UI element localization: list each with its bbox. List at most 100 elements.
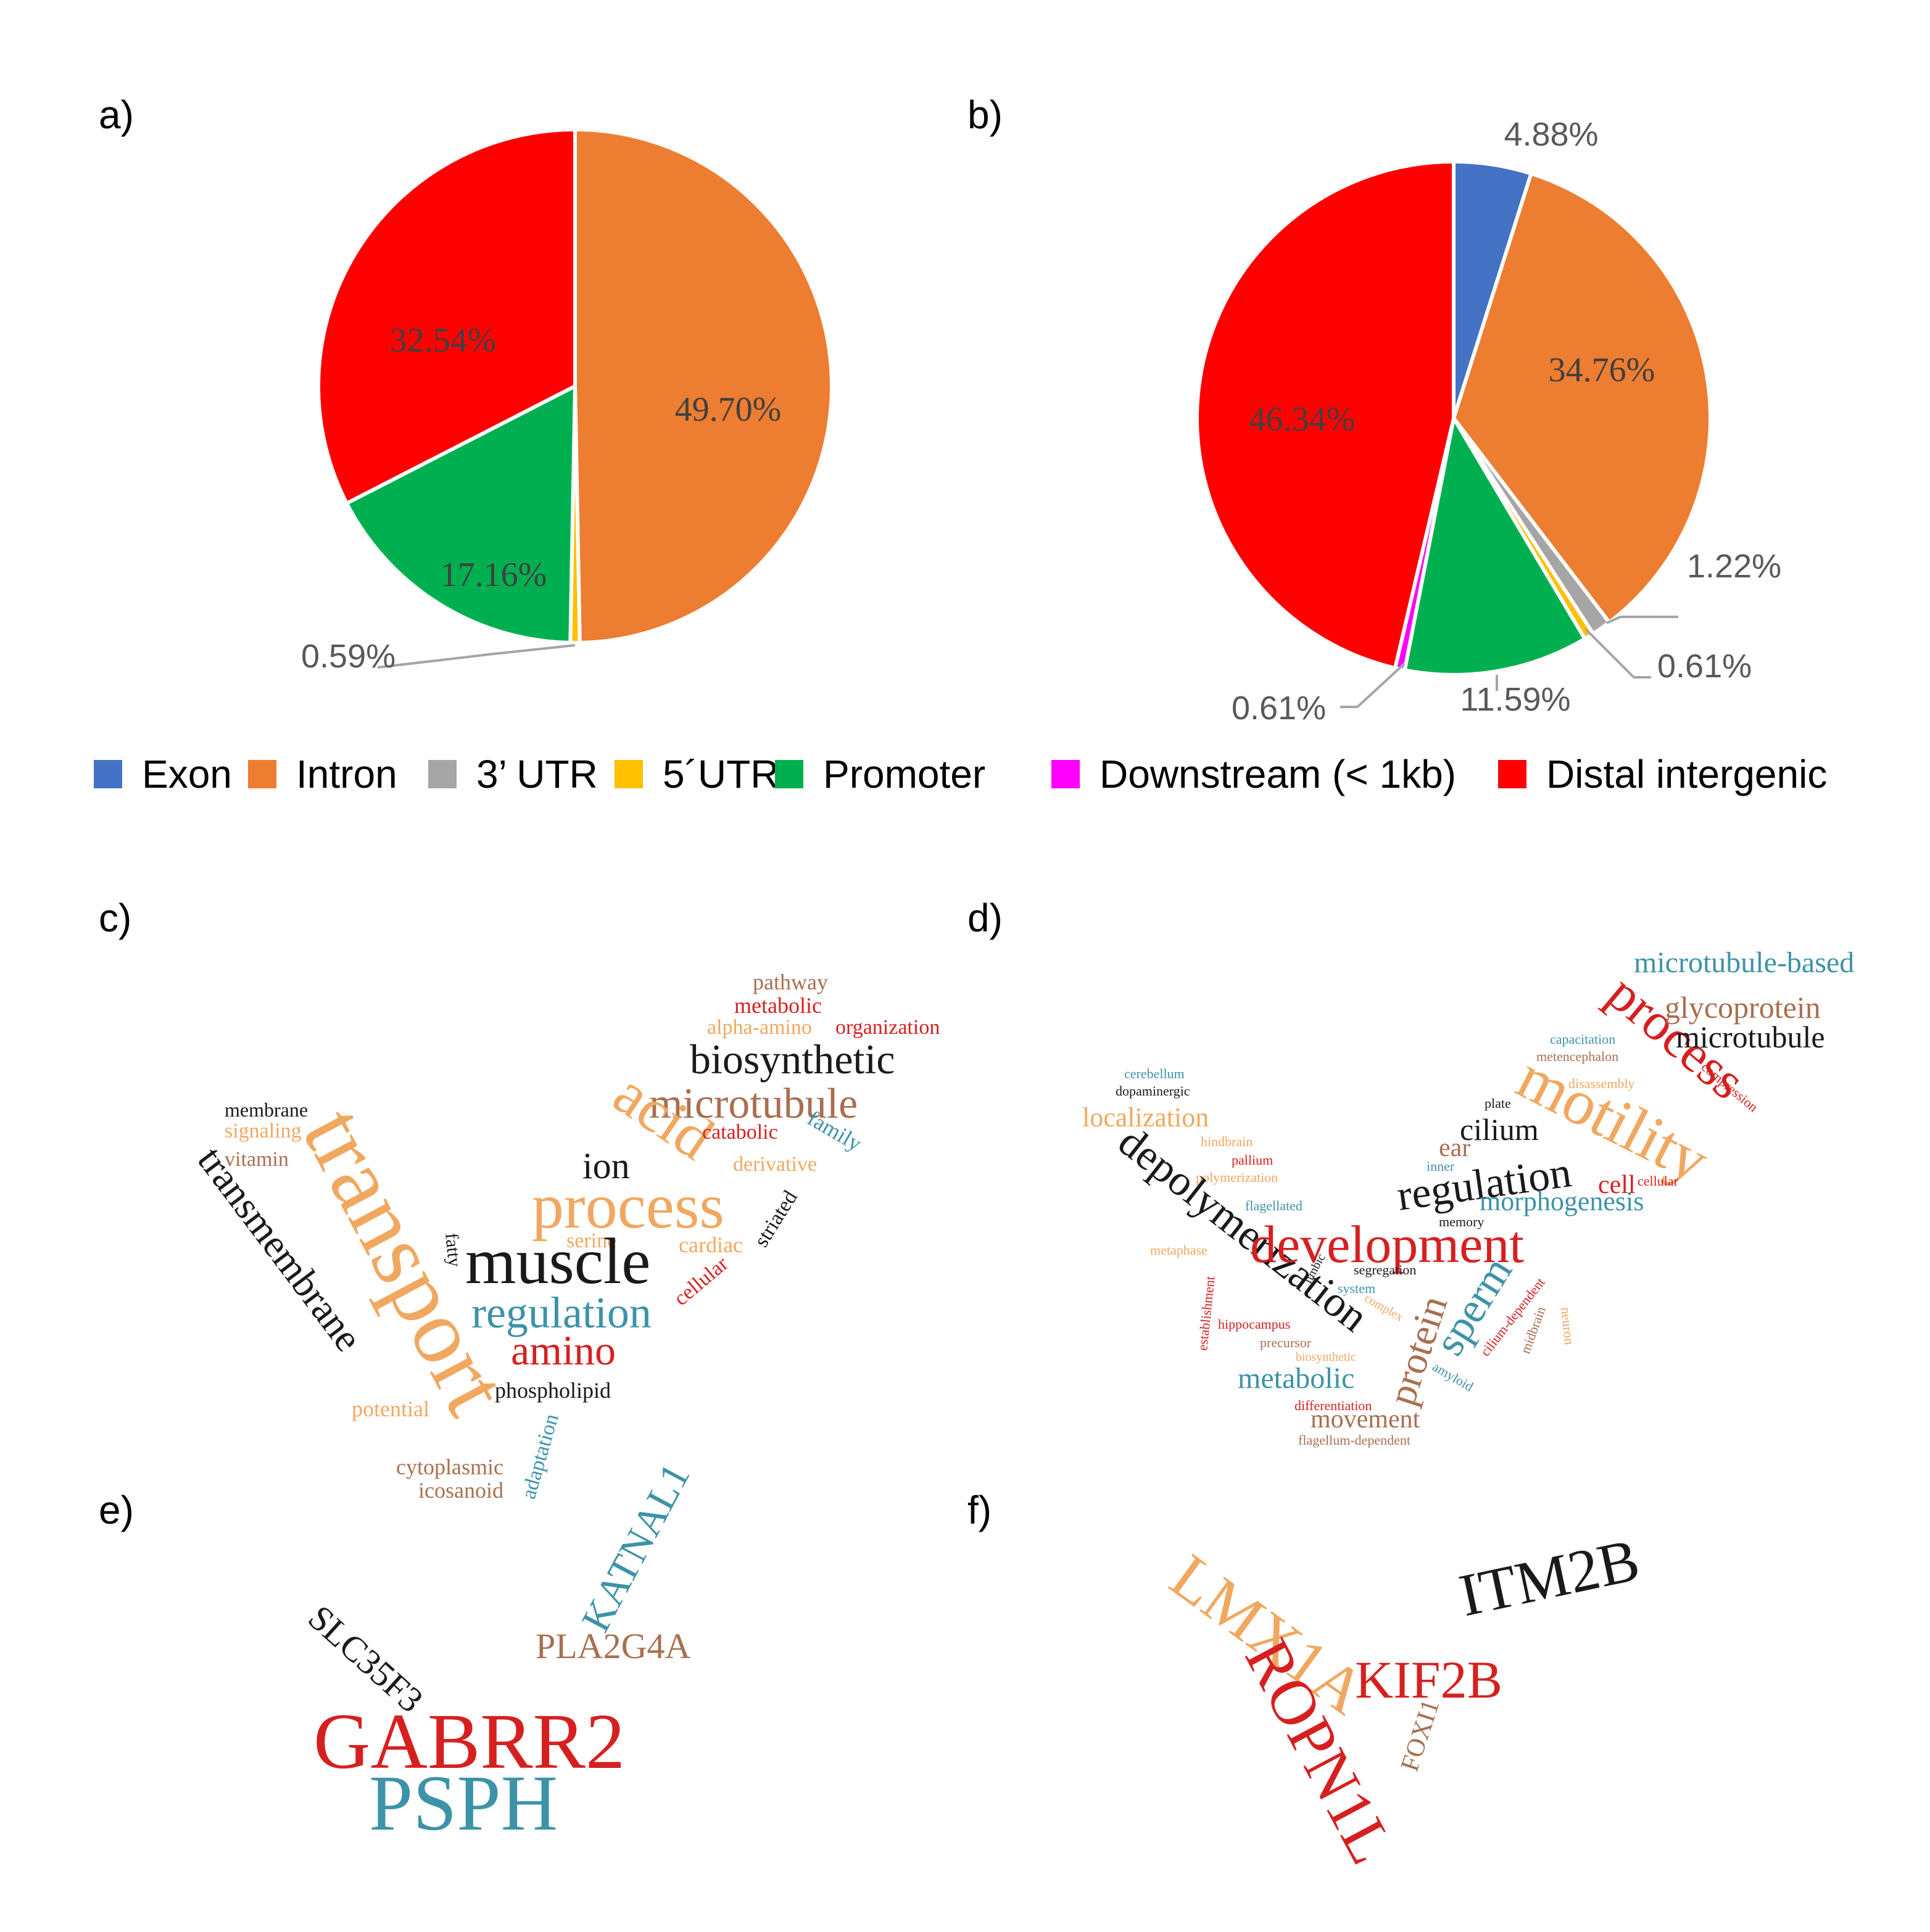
leader-line bbox=[1584, 628, 1651, 679]
wc-word: vitamin bbox=[225, 1148, 289, 1171]
pie-data-label: 0.59% bbox=[301, 638, 396, 675]
wc-word: cilium bbox=[1460, 1112, 1539, 1147]
legend-swatch bbox=[248, 760, 276, 788]
wc-word: flagellated bbox=[1245, 1198, 1303, 1213]
pie-data-label: 4.88% bbox=[1504, 116, 1598, 153]
wc-word: hindbrain bbox=[1201, 1134, 1253, 1149]
legend-label: Distal intergenic bbox=[1546, 752, 1827, 796]
wc-word: catabolic bbox=[702, 1121, 778, 1144]
wc-word: development bbox=[1250, 1215, 1524, 1274]
wc-word: disassembly bbox=[1568, 1076, 1635, 1091]
wc-word: metaphase bbox=[1150, 1242, 1207, 1258]
wc-word: segregation bbox=[1354, 1262, 1416, 1278]
panel-label-d: d) bbox=[967, 896, 1003, 940]
legend-label: Promoter bbox=[823, 752, 985, 796]
panel-label-c: c) bbox=[99, 896, 131, 940]
wc-word: fatty bbox=[441, 1232, 465, 1268]
pie-slice-promoter bbox=[344, 383, 578, 645]
wc-word: system bbox=[1338, 1281, 1375, 1296]
wc-word: polymerization bbox=[1196, 1170, 1278, 1185]
wc-word: metabolic bbox=[734, 993, 822, 1018]
panel-label-b: b) bbox=[967, 93, 1003, 137]
wc-word: muscle bbox=[465, 1225, 650, 1297]
legend-label: Intron bbox=[296, 752, 397, 796]
wc-word: cytoplasmic bbox=[396, 1455, 503, 1479]
legend-swatch bbox=[615, 760, 643, 788]
wc-word: regulation bbox=[471, 1288, 652, 1337]
wc-word: membrane bbox=[225, 1099, 308, 1121]
pie-data-label: 1.22% bbox=[1687, 548, 1781, 585]
panel-label-f: f) bbox=[967, 1488, 992, 1532]
wc-word: capacitation bbox=[1550, 1031, 1615, 1047]
legend-swatch bbox=[1498, 760, 1526, 788]
pie-data-label: 46.34% bbox=[1249, 400, 1356, 439]
legend-label: Downstream (< 1kb) bbox=[1100, 752, 1456, 796]
wc-word: derivative bbox=[733, 1153, 817, 1176]
wc-word: KIF2B bbox=[1355, 1650, 1502, 1709]
legend-label: 3’ UTR bbox=[476, 752, 598, 796]
pie-data-label: 34.76% bbox=[1549, 351, 1655, 389]
wc-word: memory bbox=[1439, 1214, 1484, 1229]
wc-word: phospholipid bbox=[495, 1378, 611, 1403]
wc-word: signaling bbox=[225, 1120, 302, 1142]
legend-swatch bbox=[428, 760, 457, 788]
wc-word: amino bbox=[511, 1327, 616, 1374]
wc-word: potential bbox=[352, 1397, 429, 1421]
leader-line bbox=[1340, 663, 1406, 708]
wc-word: serine bbox=[566, 1229, 616, 1252]
wc-word: pathway bbox=[753, 970, 828, 994]
pie-slice-distal-intergenic bbox=[317, 127, 577, 506]
pie-chart-a: 49.70% 0.59% 17.16% 32.54% bbox=[301, 127, 834, 675]
wc-word: glycoprotein bbox=[1665, 990, 1821, 1025]
wc-word: metencephalon bbox=[1536, 1049, 1618, 1064]
wc-word: movement bbox=[1311, 1405, 1420, 1434]
pie-slice-intron bbox=[1451, 171, 1712, 625]
wc-word: PSPH bbox=[369, 1759, 558, 1847]
pie-data-label: 32.54% bbox=[390, 321, 497, 360]
wc-word: microtubule-based bbox=[1634, 946, 1854, 979]
leader-line bbox=[1606, 616, 1678, 624]
leader-line bbox=[377, 644, 576, 669]
wc-word: icosanoid bbox=[418, 1478, 503, 1503]
legend-swatch bbox=[1051, 760, 1080, 788]
panel-label-a: a) bbox=[99, 93, 134, 137]
pie-data-label: 0.61% bbox=[1657, 648, 1752, 685]
wc-word: GABRR2 bbox=[313, 1698, 625, 1785]
pie-chart-b: 4.88% 34.76% 1.22% 0.61% 11.59% 0.61% 46.34% bbox=[1195, 116, 1781, 727]
wc-word: differentiation bbox=[1294, 1398, 1372, 1413]
wc-word: ion bbox=[582, 1146, 630, 1186]
wc-word: cell bbox=[1598, 1171, 1636, 1199]
wc-word: cardiac bbox=[679, 1232, 743, 1257]
pie-data-label: 49.70% bbox=[675, 390, 782, 429]
pie-data-label: 11.59% bbox=[1460, 681, 1570, 718]
wc-word: cerebellum bbox=[1124, 1066, 1185, 1081]
wc-word: biosynthetic bbox=[1296, 1350, 1356, 1364]
wc-word: precursor bbox=[1260, 1335, 1312, 1350]
legend-swatch bbox=[775, 760, 803, 788]
pie-slice-intron bbox=[573, 127, 834, 645]
wc-word: ear bbox=[1439, 1134, 1470, 1162]
wc-word: microtubule bbox=[1676, 1020, 1825, 1054]
wc-word: hippocampus bbox=[1218, 1316, 1290, 1332]
wc-word: PLA2G4A bbox=[536, 1626, 690, 1666]
wc-word: cellular bbox=[1638, 1173, 1679, 1189]
wc-word: process bbox=[532, 1171, 724, 1242]
pie-data-label: 17.16% bbox=[441, 556, 547, 594]
wc-word: biosynthetic bbox=[690, 1036, 895, 1083]
pie-data-label: 0.61% bbox=[1232, 690, 1326, 727]
legend-label: 5´UTR bbox=[663, 752, 779, 796]
legend-label: Exon bbox=[142, 752, 232, 796]
legend: Exon Intron 3’ UTR 5´UTR Promoter Downstream … bbox=[94, 752, 1827, 796]
pie-slice-distal-intergenic bbox=[1195, 159, 1456, 671]
wc-word: microtubule bbox=[649, 1080, 858, 1128]
wc-word: flagellum-dependent bbox=[1298, 1432, 1410, 1448]
wc-word: localization bbox=[1082, 1102, 1209, 1133]
pie-slice-promoter bbox=[1402, 413, 1588, 677]
wc-word: alpha-amino bbox=[707, 1016, 812, 1039]
wc-word: dopaminergic bbox=[1116, 1083, 1190, 1099]
wc-word: pallium bbox=[1232, 1152, 1273, 1168]
wc-word: morphogenesis bbox=[1480, 1186, 1644, 1216]
wc-word: inner bbox=[1427, 1158, 1455, 1174]
wc-word: plate bbox=[1485, 1096, 1511, 1111]
